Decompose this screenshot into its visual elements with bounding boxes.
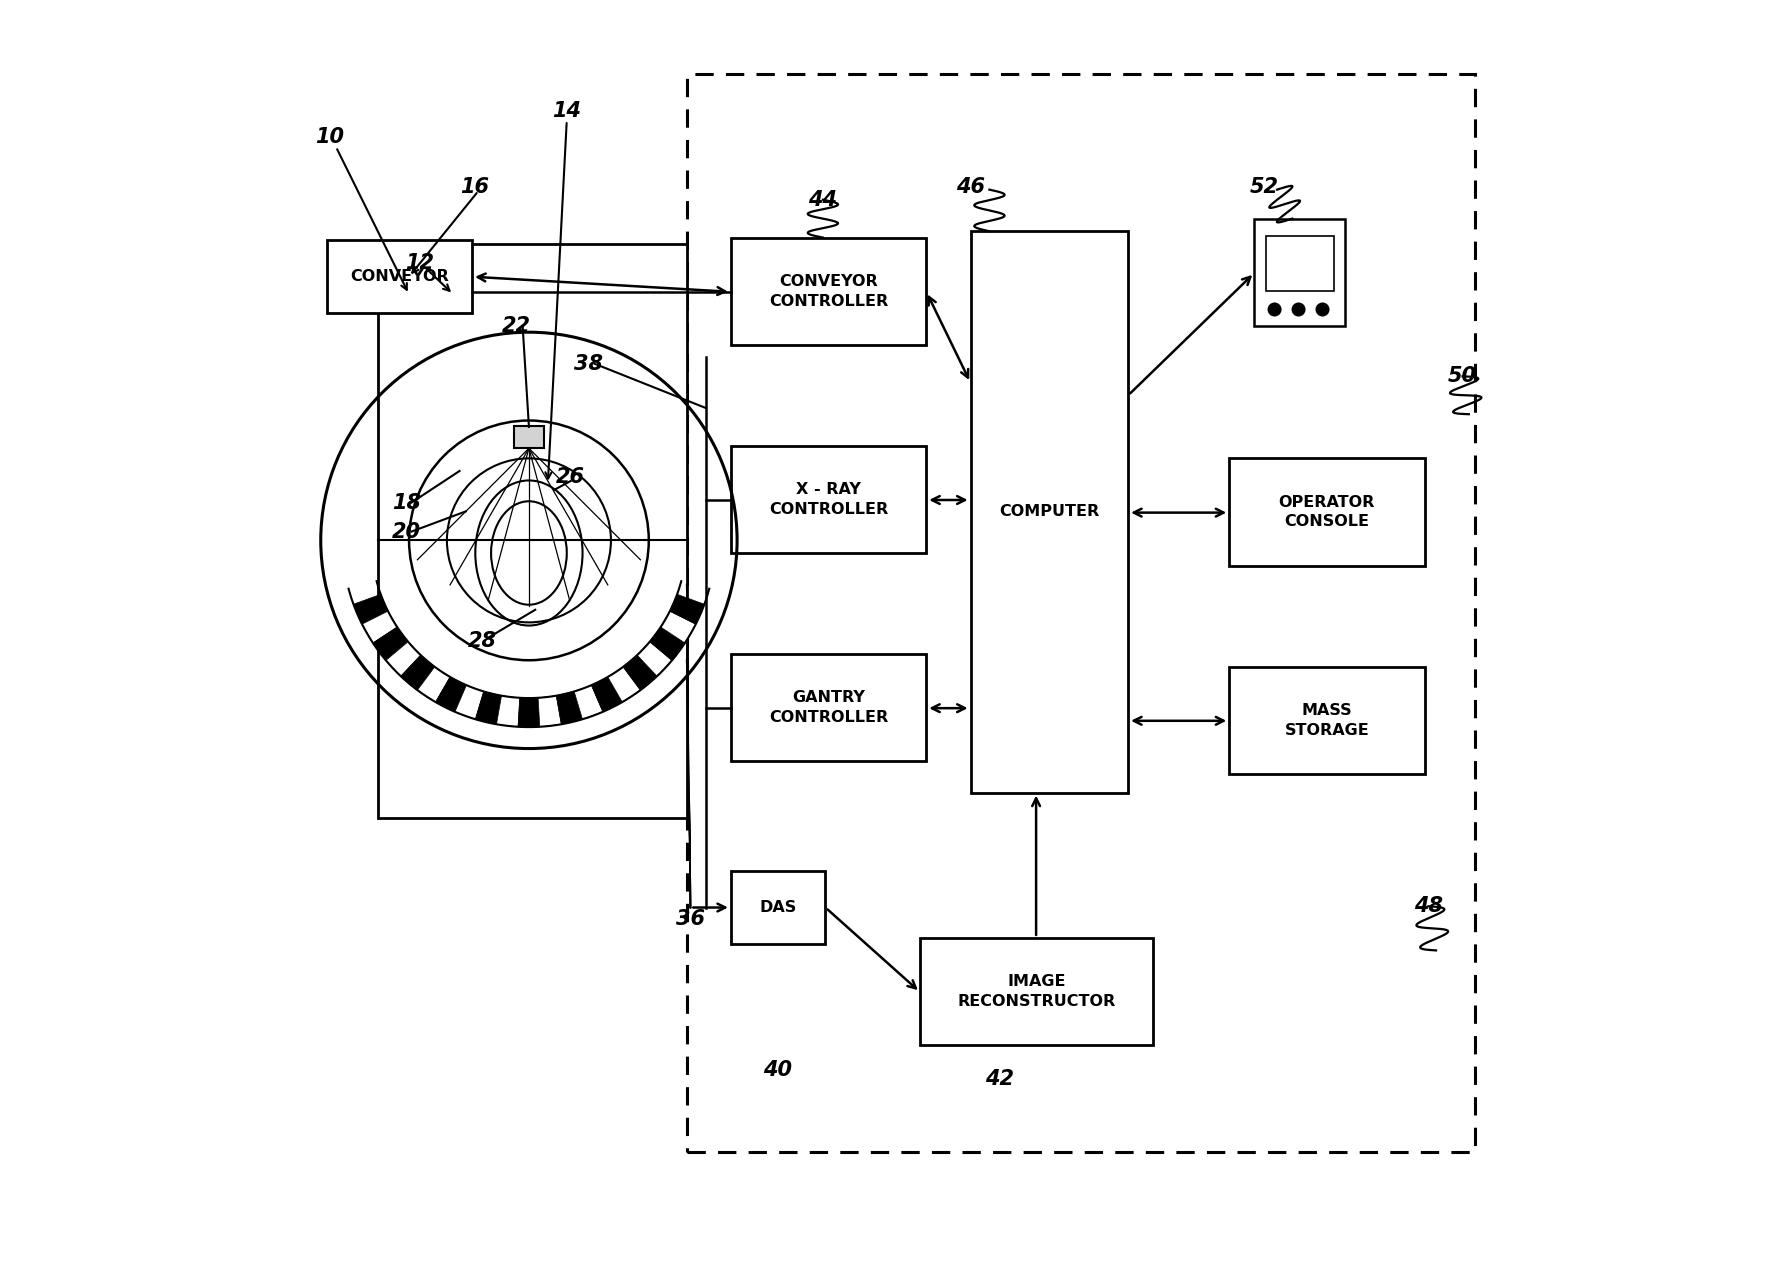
Text: CONVEYOR
CONTROLLER: CONVEYOR CONTROLLER xyxy=(769,274,888,309)
Polygon shape xyxy=(574,686,602,719)
Text: 12: 12 xyxy=(405,253,434,273)
Bar xyxy=(377,244,686,818)
Text: 18: 18 xyxy=(393,493,421,513)
Bar xyxy=(730,871,826,944)
Text: 42: 42 xyxy=(984,1069,1015,1090)
Text: 14: 14 xyxy=(553,102,581,122)
Polygon shape xyxy=(670,594,704,624)
Polygon shape xyxy=(538,696,562,726)
Polygon shape xyxy=(418,667,450,702)
Polygon shape xyxy=(496,696,519,726)
Text: COMPUTER: COMPUTER xyxy=(999,504,1100,519)
Text: 50: 50 xyxy=(1448,366,1477,386)
Polygon shape xyxy=(556,691,583,724)
Bar xyxy=(730,654,926,761)
Polygon shape xyxy=(661,611,697,643)
Text: 10: 10 xyxy=(315,127,345,146)
Bar xyxy=(920,937,1153,1045)
Text: 44: 44 xyxy=(809,189,837,210)
Polygon shape xyxy=(650,627,684,660)
Text: OPERATOR
CONSOLE: OPERATOR CONSOLE xyxy=(1279,494,1375,530)
Polygon shape xyxy=(592,677,622,711)
Circle shape xyxy=(1317,304,1329,316)
Text: 20: 20 xyxy=(393,522,421,541)
Bar xyxy=(1230,667,1425,773)
Text: IMAGE
RECONSTRUCTOR: IMAGE RECONSTRUCTOR xyxy=(958,974,1116,1008)
Text: DAS: DAS xyxy=(759,900,796,914)
Text: 22: 22 xyxy=(501,316,531,335)
Text: GANTRY
CONTROLLER: GANTRY CONTROLLER xyxy=(769,690,888,725)
Polygon shape xyxy=(435,677,466,711)
Text: 26: 26 xyxy=(556,467,585,488)
Bar xyxy=(686,74,1475,1152)
Text: X - RAY
CONTROLLER: X - RAY CONTROLLER xyxy=(769,483,888,517)
Bar xyxy=(730,237,926,345)
Bar xyxy=(327,240,473,314)
Text: CONVEYOR: CONVEYOR xyxy=(350,269,450,284)
Circle shape xyxy=(1269,304,1281,316)
Polygon shape xyxy=(363,611,398,643)
Polygon shape xyxy=(608,667,640,702)
Polygon shape xyxy=(386,641,421,676)
Text: 38: 38 xyxy=(574,354,602,373)
Text: 40: 40 xyxy=(762,1060,793,1081)
Polygon shape xyxy=(354,594,387,624)
Bar xyxy=(970,231,1128,792)
Bar xyxy=(514,425,544,448)
Text: MASS
STORAGE: MASS STORAGE xyxy=(1285,702,1370,738)
Text: 36: 36 xyxy=(675,909,705,928)
Bar xyxy=(1265,236,1335,291)
Text: 28: 28 xyxy=(467,631,498,652)
Polygon shape xyxy=(373,627,409,660)
Polygon shape xyxy=(476,691,501,724)
Bar xyxy=(1255,218,1345,326)
Bar xyxy=(1230,458,1425,565)
Text: 48: 48 xyxy=(1414,897,1443,916)
Polygon shape xyxy=(624,655,657,690)
Bar xyxy=(730,446,926,552)
Polygon shape xyxy=(638,641,672,676)
Polygon shape xyxy=(402,655,435,690)
Polygon shape xyxy=(519,697,540,726)
Polygon shape xyxy=(455,686,483,719)
Circle shape xyxy=(1292,304,1304,316)
Text: 46: 46 xyxy=(956,177,984,197)
Text: 16: 16 xyxy=(460,177,489,197)
Text: 52: 52 xyxy=(1249,177,1279,197)
